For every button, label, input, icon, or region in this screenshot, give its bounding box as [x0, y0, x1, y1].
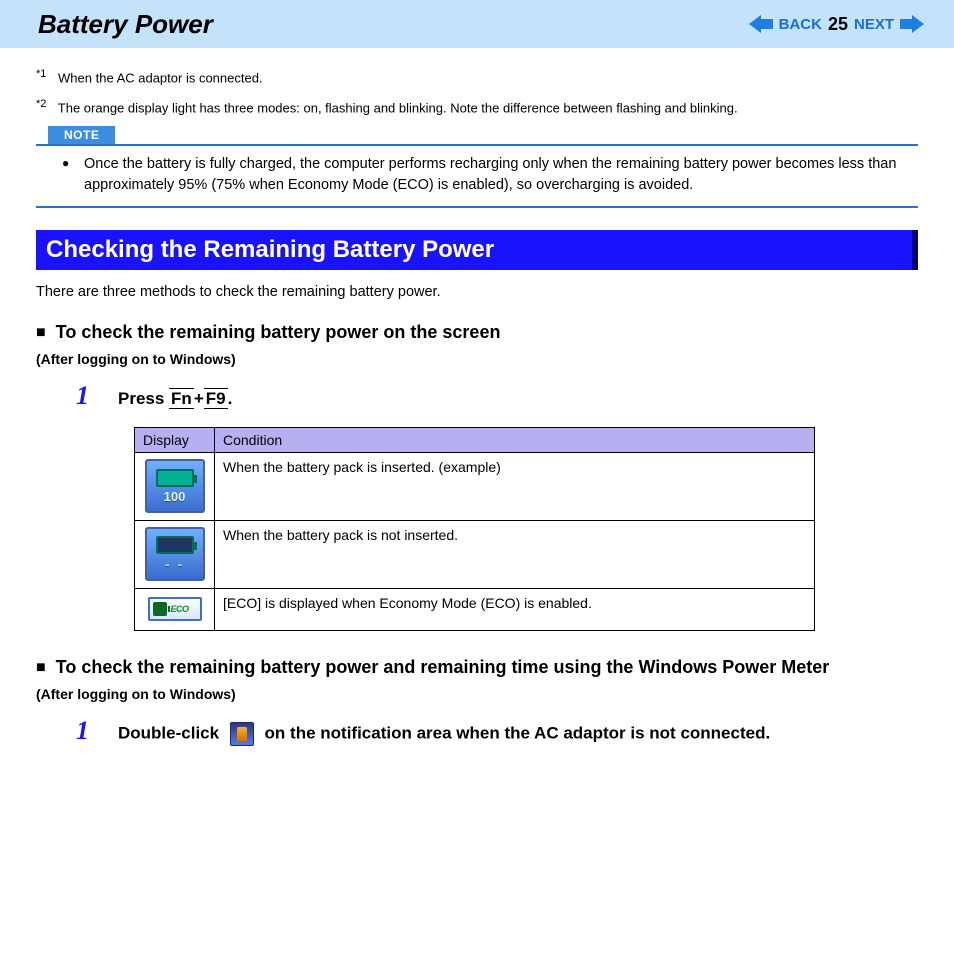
battery-empty-icon: - - [145, 527, 205, 581]
key-f9: F9 [204, 388, 228, 409]
page-title: Battery Power [38, 9, 749, 40]
footnote-1: *1 When the AC adaptor is connected. [36, 66, 918, 88]
table-row: ECO [ECO] is displayed when Economy Mode… [135, 588, 815, 630]
back-button[interactable]: BACK [779, 16, 822, 33]
key-fn: Fn [169, 388, 194, 409]
step-number: 1 [76, 381, 96, 411]
note-body-text: Once the battery is fully charged, the c… [62, 154, 908, 196]
table-header-condition: Condition [215, 427, 815, 452]
subheading-text: To check the remaining battery power on … [56, 322, 501, 343]
footnote-2: *2 The orange display light has three mo… [36, 96, 918, 118]
table-row: - - When the battery pack is not inserte… [135, 520, 815, 588]
next-arrow-icon[interactable] [900, 15, 924, 33]
section-intro: There are three methods to check the rem… [36, 284, 918, 300]
power-meter-icon[interactable] [230, 722, 254, 746]
footnote-marker: *1 [36, 68, 46, 80]
step-text: Double-click on the notification area wh… [118, 722, 770, 746]
table-row: 100 When the battery pack is inserted. (… [135, 452, 815, 520]
condition-table: Display Condition 100 When the battery p… [134, 427, 815, 631]
next-button[interactable]: NEXT [854, 16, 894, 33]
header-bar: Battery Power BACK 25 NEXT [0, 0, 954, 48]
eco-mode-icon: ECO [148, 597, 202, 621]
condition-text: [ECO] is displayed when Economy Mode (EC… [215, 588, 815, 630]
page-number: 25 [828, 14, 848, 35]
step-1: 1 Press Fn+F9. [76, 381, 918, 411]
section-heading: Checking the Remaining Battery Power [36, 230, 918, 270]
footnote-text: The orange display light has three modes… [58, 100, 738, 115]
bullet-square-icon: ■ [36, 324, 46, 342]
content-area: *1 When the AC adaptor is connected. *2 … [0, 48, 954, 802]
condition-text: When the battery pack is inserted. (exam… [215, 452, 815, 520]
note-block: NOTE Once the battery is fully charged, … [36, 126, 918, 208]
subheading-note: (After logging on to Windows) [36, 351, 918, 367]
subheading-text: To check the remaining battery power and… [56, 657, 830, 678]
step-number: 1 [76, 716, 96, 746]
subheading-1: ■ To check the remaining battery power o… [36, 322, 918, 343]
footnote-marker: *2 [36, 98, 46, 110]
table-header-display: Display [135, 427, 215, 452]
battery-full-icon: 100 [145, 459, 205, 513]
subheading-2: ■ To check the remaining battery power a… [36, 657, 918, 678]
note-label: NOTE [48, 126, 115, 144]
page-nav: BACK 25 NEXT [749, 14, 924, 35]
subheading-note: (After logging on to Windows) [36, 686, 918, 702]
footnote-text: When the AC adaptor is connected. [58, 70, 263, 85]
bullet-square-icon: ■ [36, 659, 46, 677]
step-2: 1 Double-click on the notification area … [76, 716, 918, 747]
back-arrow-icon[interactable] [749, 15, 773, 33]
step-text: Press Fn+F9. [118, 389, 232, 409]
condition-text: When the battery pack is not inserted. [215, 520, 815, 588]
